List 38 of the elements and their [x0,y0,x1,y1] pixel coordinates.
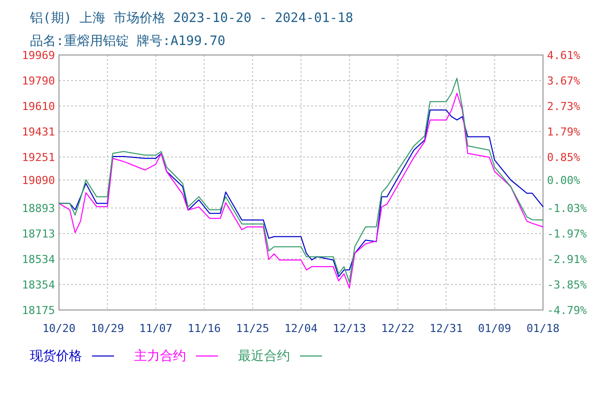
y-tick-label: 19790 [22,74,55,88]
y-tick-label: 19251 [22,151,55,164]
x-tick-label: 11/25 [236,322,270,335]
chart-title: 铝(期) 上海 市场价格 2023-10-20 - 2024-01-18 [29,11,354,26]
y-tick-label: 18893 [22,202,55,215]
legend-label: 主力合约 [134,348,186,364]
x-tick-label: 01/18 [526,322,560,335]
y-tick-label: 19969 [22,49,55,62]
y-tick-label: 19090 [22,174,55,187]
x-tick-label: 12/22 [381,322,414,335]
x-tick-label: 12/31 [430,322,463,335]
y-tick-label: 18713 [22,228,55,241]
legend-label: 现货价格 [30,349,82,364]
y-tick-label: 19610 [22,100,55,114]
y2-tick-label: 1.79% [547,126,580,138]
y-tick-label: 19431 [22,125,55,138]
legend-label: 最近合约 [238,349,290,364]
y2-tick-label: 4.61% [547,49,580,62]
y2-tick-label: 0.00% [547,174,580,188]
y2-tick-label: -4.79% [547,304,588,317]
y2-tick-label: 0.85% [547,151,580,164]
x-tick-label: 12/04 [284,322,318,335]
x-tick-label: 11/07 [139,322,172,335]
x-tick-label: 11/16 [188,322,221,335]
x-tick-label: 01/09 [478,322,512,335]
y-tick-label: 18534 [22,252,56,266]
y-tick-label: 18175 [22,304,55,317]
x-tick-label: 10/20 [42,322,76,335]
y2-tick-label: 2.73% [547,100,580,113]
x-tick-label: 12/13 [332,322,366,335]
y2-tick-label: -2.91% [547,253,588,266]
y2-tick-label: -3.85% [547,278,588,292]
y-tick-label: 18354 [22,278,56,292]
x-tick-label: 10/29 [90,322,124,335]
y2-tick-label: -1.03% [547,202,588,215]
y2-tick-label: 3.67% [547,74,580,88]
chart-subtitle: 品名:重熔用铝锭 牌号:A199.70 [30,34,226,49]
y2-tick-label: -1.97% [547,228,588,240]
